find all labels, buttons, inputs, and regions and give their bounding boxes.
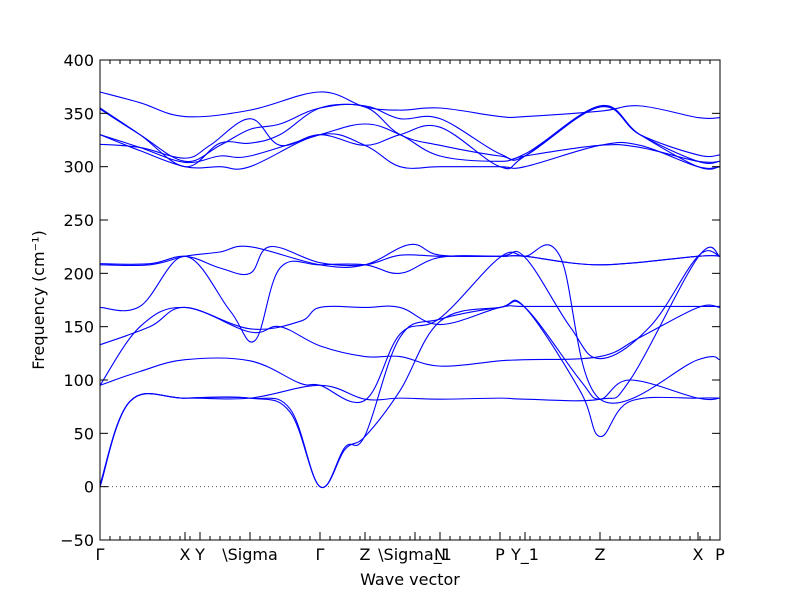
y-tick-label: 400 [63, 51, 94, 70]
y-tick-label: −50 [60, 531, 94, 550]
band-line-6 [99, 305, 720, 346]
x-tick-label: \Sigma_1 [378, 545, 452, 565]
y-tick-label: 250 [63, 211, 94, 230]
y-tick-label: 350 [63, 104, 94, 123]
x-tick-label: P [495, 545, 505, 564]
x-tick-label: P [715, 545, 725, 564]
x-tick-label: N [434, 545, 446, 564]
x-axis-label: Wave vector [360, 570, 460, 589]
band-line-15 [99, 91, 721, 120]
plot-frame [99, 59, 721, 541]
band-line-3 [99, 246, 721, 485]
x-tick-label: Γ [316, 545, 325, 564]
band-line-9 [99, 246, 721, 276]
x-tick-label: Y [194, 545, 205, 564]
band-line-4 [99, 244, 721, 404]
y-tick-label: 0 [84, 478, 94, 497]
band-line-14 [99, 103, 721, 168]
band-line-2 [99, 300, 721, 488]
y-axis-label: Frequency (cm⁻¹) [29, 230, 48, 369]
x-tick-label: X [693, 545, 704, 564]
x-tick-label: Y_1 [510, 545, 539, 565]
y-ticks: −50 0 50 100 150 200 250 300 350 400 [60, 51, 720, 550]
series-layer [99, 91, 721, 488]
y-tick-label: 200 [63, 264, 94, 283]
y-tick-label: 50 [74, 424, 94, 443]
band-line-7 [99, 250, 721, 360]
x-tick-label: Z [595, 545, 606, 564]
y-tick-label: 100 [63, 371, 94, 390]
y-tick-label: 150 [63, 318, 94, 337]
band-line-10 [99, 133, 721, 170]
x-ticks: Γ X Y \Sigma Γ Z \Sigma_1N P Y_1 Z X P [96, 60, 725, 565]
y-tick-label: 300 [63, 158, 94, 177]
x-tick-label: Z [360, 545, 371, 564]
x-tick-label: X [180, 545, 191, 564]
x-tick-label: \Sigma [222, 545, 278, 564]
x-tick-label: Γ [96, 545, 105, 564]
